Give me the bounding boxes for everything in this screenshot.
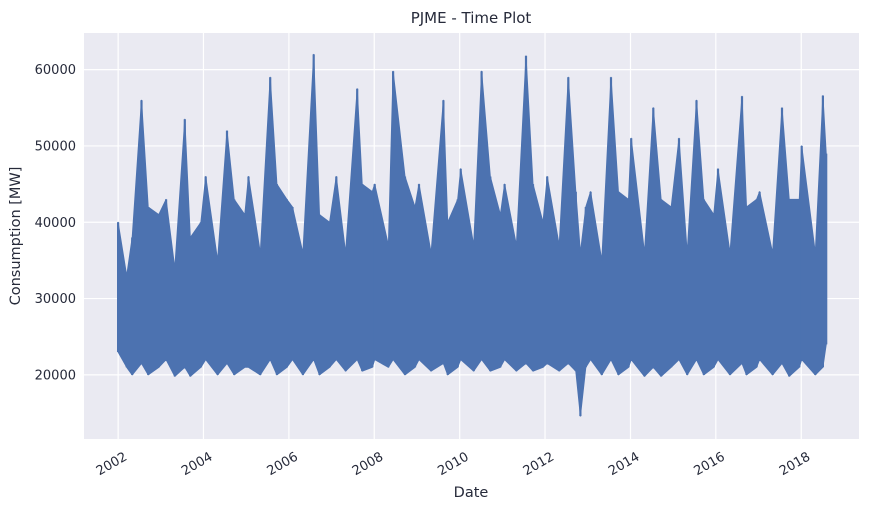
- x-tick-labels: 2002 2004 2006 2008 2010 2012 2014 2016 2018: [94, 450, 813, 480]
- x-tick-label: 2014: [606, 450, 642, 480]
- y-axis-title: Consumption [MW]: [8, 167, 24, 306]
- y-tick-labels: 20000 30000 40000 50000 60000: [35, 63, 76, 383]
- y-tick-label: 30000: [35, 292, 76, 307]
- x-axis-title: Date: [454, 485, 489, 501]
- x-tick-label: 2018: [777, 450, 813, 480]
- x-tick-label: 2004: [179, 450, 215, 480]
- x-tick-label: 2016: [691, 450, 727, 480]
- y-tick-label: 20000: [35, 368, 76, 383]
- x-tick-label: 2008: [350, 450, 386, 480]
- x-tick-label: 2006: [265, 450, 301, 480]
- y-tick-label: 50000: [35, 139, 76, 154]
- x-tick-label: 2002: [94, 450, 130, 480]
- y-tick-label: 60000: [35, 63, 76, 78]
- series-layer: [116, 53, 828, 417]
- x-tick-label: 2010: [435, 450, 471, 480]
- chart-title: PJME - Time Plot: [411, 9, 532, 27]
- y-tick-label: 40000: [35, 216, 76, 231]
- x-tick-label: 2012: [521, 450, 557, 480]
